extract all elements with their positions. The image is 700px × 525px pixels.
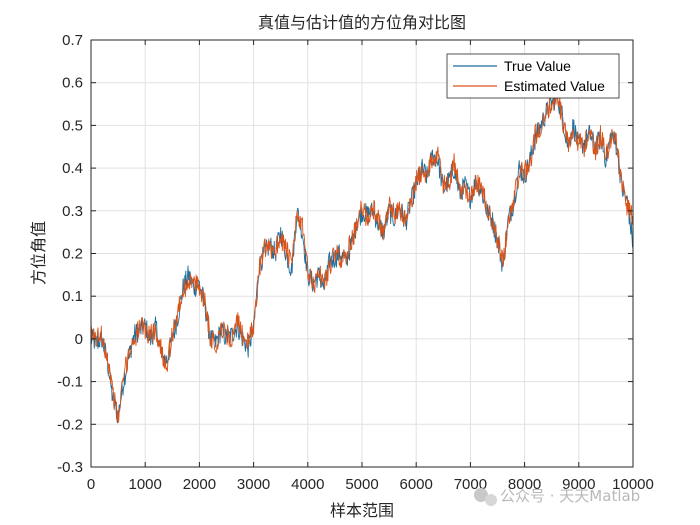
y-axis-label: 方位角值 xyxy=(29,221,48,285)
x-tick-label: 8000 xyxy=(508,476,541,493)
wechat-logo-icon-secondary xyxy=(485,494,497,506)
legend-label-true-value: True Value xyxy=(504,58,571,74)
x-tick-label: 3000 xyxy=(237,476,270,493)
y-tick-label: 0.2 xyxy=(62,246,83,263)
x-axis-label: 样本范围 xyxy=(330,501,394,520)
x-tick-labels: 0 1000 2000 3000 4000 5000 6000 7000 8000 9000 100… xyxy=(87,476,654,493)
y-tick-label: -0.2 xyxy=(57,416,83,433)
chart-title: 真值与估计值的方位角对比图 xyxy=(258,13,466,32)
x-tick-label: 2000 xyxy=(183,476,216,493)
x-tick-label: 1000 xyxy=(129,476,162,493)
legend: True Value Estimated Value xyxy=(446,53,620,99)
x-tick-label: 0 xyxy=(87,476,95,493)
x-tick-label: 9000 xyxy=(562,476,595,493)
y-tick-label: 0 xyxy=(75,331,83,348)
x-tick-label: 5000 xyxy=(345,476,378,493)
y-tick-label: -0.3 xyxy=(57,459,83,476)
y-tick-label: 0.4 xyxy=(62,160,83,177)
y-tick-label: 0.6 xyxy=(62,75,83,92)
y-tick-label: 0.3 xyxy=(62,203,83,220)
legend-label-estimated-value: Estimated Value xyxy=(504,78,605,94)
watermark-text: 公众号 · 天天Matlab xyxy=(500,487,640,505)
x-tick-label: 4000 xyxy=(291,476,324,493)
wechat-logo-icon xyxy=(474,488,488,502)
y-tick-label: -0.1 xyxy=(57,374,83,391)
ticks xyxy=(90,39,634,468)
series-lines xyxy=(90,83,634,424)
x-tick-label: 10000 xyxy=(612,476,654,493)
watermark: 公众号 · 天天Matlab xyxy=(474,487,640,506)
x-tick-label: 6000 xyxy=(400,476,433,493)
y-tick-label: 0.5 xyxy=(62,117,83,134)
y-tick-label: 0.1 xyxy=(62,288,83,305)
series-line-estimated-value xyxy=(90,83,634,423)
y-tick-label: 0.7 xyxy=(62,32,83,49)
legend-box xyxy=(446,53,620,99)
y-tick-labels: -0.3 -0.2 -0.1 0 0.1 0.2 0.3 0.4 0.5 0.6 0.7 xyxy=(57,32,83,476)
